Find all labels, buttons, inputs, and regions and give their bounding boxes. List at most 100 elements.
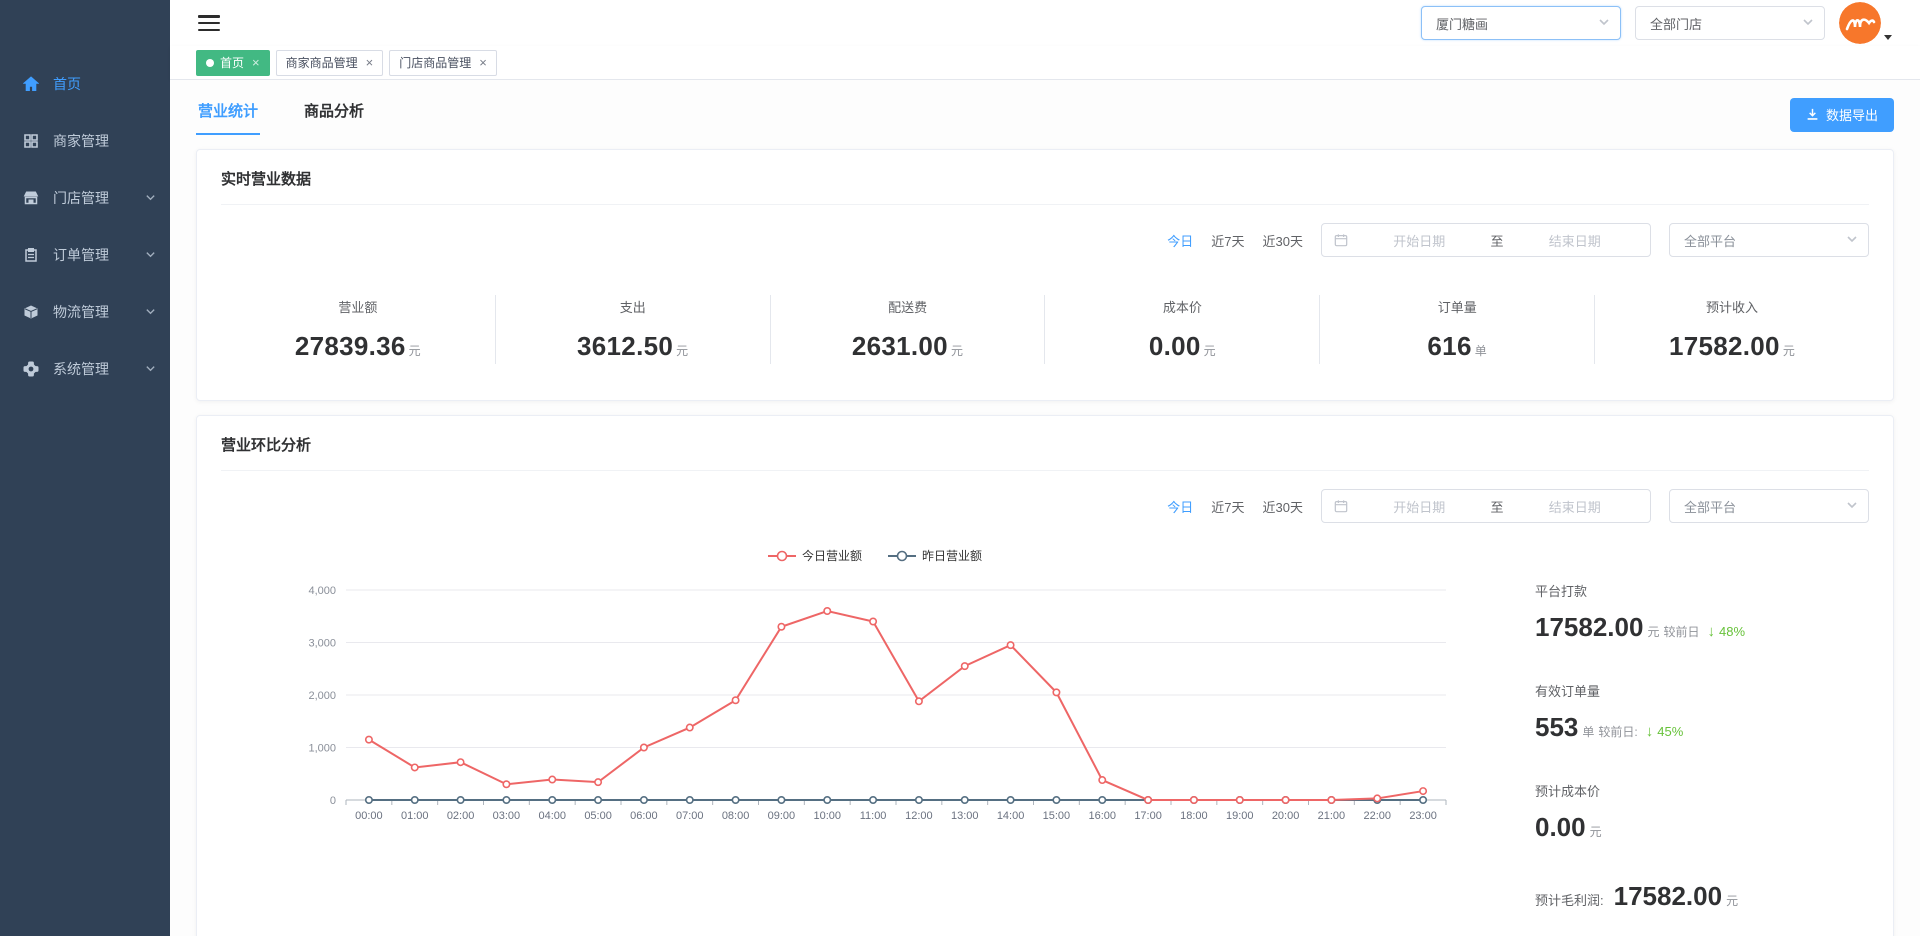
down-arrow-icon: ↓ — [1645, 723, 1654, 740]
realtime-filter-row: 今日 近7天 近30天 开始日期 至 结束日期 全部平台 — [221, 223, 1869, 257]
order-icon — [22, 247, 40, 263]
chevron-down-icon — [145, 361, 156, 377]
brand-select-value: 厦门糖画 — [1436, 16, 1489, 32]
stat-expected-income: 预计收入 17582.00 元 — [1668, 300, 1796, 361]
store-select[interactable]: 全部门店 — [1635, 6, 1825, 40]
trend-summary-panel: 平台打款 17582.00 元 较前日 ↓ 48% 有效订单量 — [1529, 523, 1869, 936]
chevron-down-icon — [145, 304, 156, 320]
svg-text:1,000: 1,000 — [308, 743, 336, 755]
user-menu[interactable] — [1839, 2, 1892, 44]
date-range-picker[interactable]: 开始日期 至 结束日期 — [1321, 489, 1651, 523]
svg-text:12:00: 12:00 — [905, 810, 933, 822]
tag-home[interactable]: 首页 × — [196, 49, 270, 76]
sidebar-item-home[interactable]: 首页 — [0, 55, 170, 112]
stat-delivery-fee: 配送费 2631.00 元 — [771, 295, 1046, 364]
chevron-down-icon — [1772, 16, 1814, 31]
sidebar-item-store[interactable]: 门店管理 — [0, 169, 170, 226]
filter-last7[interactable]: 近7天 — [1211, 499, 1245, 515]
close-icon[interactable]: × — [479, 55, 487, 70]
legend-item[interactable]: 今日营业额 — [767, 547, 862, 564]
stat-expense: 支出 3612.50 元 — [496, 295, 771, 364]
svg-text:09:00: 09:00 — [768, 810, 796, 822]
hamburger-icon[interactable] — [198, 15, 220, 31]
tagbar: 首页 × 商家商品管理 × 门店商品管理 × — [170, 46, 1920, 80]
end-date-placeholder: 结束日期 — [1548, 233, 1601, 249]
chevron-down-icon — [1816, 233, 1858, 248]
sidebar-item-label: 商家管理 — [53, 132, 109, 149]
svg-text:0: 0 — [330, 795, 336, 807]
svg-text:20:00: 20:00 — [1272, 810, 1300, 822]
filter-last30[interactable]: 近30天 — [1262, 233, 1303, 249]
svg-text:11:00: 11:00 — [860, 810, 887, 822]
sidebar: 首页 商家管理 门店管理 订单管理 — [0, 0, 170, 936]
brand-select[interactable]: 厦门糖画 — [1421, 6, 1621, 40]
tag-label: 门店商品管理 — [399, 56, 472, 70]
svg-text:21:00: 21:00 — [1318, 810, 1346, 822]
svg-text:18:00: 18:00 — [1180, 810, 1208, 822]
platform-select-value: 全部平台 — [1684, 499, 1737, 515]
chart-legend: 今日营业额 昨日营业额 — [221, 547, 1529, 564]
range-separator: 至 — [1490, 233, 1504, 249]
svg-text:23:00: 23:00 — [1409, 810, 1437, 822]
gear-icon — [22, 361, 40, 377]
main-area: 厦门糖画 全部门店 — [170, 0, 1920, 936]
data-export-button[interactable]: 数据导出 — [1789, 97, 1894, 132]
filter-last7[interactable]: 近7天 — [1211, 233, 1245, 249]
svg-text:01:00: 01:00 — [401, 810, 429, 822]
filter-last30[interactable]: 近30天 — [1262, 499, 1303, 515]
tabs-row: 营业统计 商品分析 数据导出 — [196, 94, 1894, 135]
sidebar-item-system[interactable]: 系统管理 — [0, 340, 170, 397]
caret-down-icon — [1884, 35, 1892, 40]
close-icon[interactable]: × — [365, 55, 374, 70]
svg-text:14:00: 14:00 — [997, 810, 1025, 822]
close-icon[interactable]: × — [252, 55, 260, 70]
svg-text:02:00: 02:00 — [447, 810, 475, 822]
platform-select[interactable]: 全部平台 — [1669, 223, 1869, 257]
chevron-down-icon — [1568, 16, 1610, 31]
tab-product-analysis[interactable]: 商品分析 — [304, 103, 365, 120]
topbar-controls: 厦门糖画 全部门店 — [1421, 2, 1892, 44]
svg-text:00:00: 00:00 — [355, 810, 383, 822]
summary-platform-payout: 平台打款 17582.00 元 较前日 ↓ 48% — [1535, 584, 1746, 642]
avatar — [1839, 2, 1881, 44]
trend-body: 今日营业额 昨日营业额 0 1,000 2,000 3,000 4,000 00:00 01:… — [221, 523, 1869, 936]
svg-text:19:00: 19:00 — [1226, 810, 1254, 822]
sidebar-item-order[interactable]: 订单管理 — [0, 226, 170, 283]
sidebar-item-label: 门店管理 — [53, 189, 109, 206]
chart-area: 今日营业额 昨日营业额 0 1,000 2,000 3,000 4,000 00:00 01:… — [221, 523, 1529, 845]
svg-text:17:00: 17:00 — [1134, 810, 1162, 822]
card-title: 实时营业数据 — [221, 150, 1869, 205]
tag-merchant-goods[interactable]: 商家商品管理 × — [275, 49, 384, 76]
logistics-icon — [22, 304, 40, 320]
sidebar-item-logistics[interactable]: 物流管理 — [0, 283, 170, 340]
svg-text:10:00: 10:00 — [813, 810, 841, 822]
svg-text:3,000: 3,000 — [308, 638, 336, 650]
store-select-value: 全部门店 — [1650, 16, 1703, 32]
content: 营业统计 商品分析 数据导出 实时营业数据 今日 近7天 近30天 开始日期 — [170, 80, 1920, 936]
down-arrow-icon: ↓ — [1707, 623, 1715, 640]
tab-business-stats[interactable]: 营业统计 — [196, 94, 261, 135]
filter-today[interactable]: 今日 — [1167, 233, 1194, 249]
end-date-placeholder: 结束日期 — [1548, 499, 1601, 515]
tag-label: 首页 — [220, 56, 245, 70]
tag-store-goods[interactable]: 门店商品管理 × — [389, 49, 497, 76]
svg-text:4,000: 4,000 — [308, 585, 336, 597]
svg-text:07:00: 07:00 — [676, 810, 704, 822]
stat-revenue: 营业额 27839.36 元 — [221, 295, 496, 364]
sidebar-item-label: 物流管理 — [53, 303, 109, 320]
filter-today[interactable]: 今日 — [1167, 499, 1194, 515]
platform-select-value: 全部平台 — [1684, 233, 1737, 249]
sidebar-item-label: 首页 — [53, 75, 81, 92]
summary-expected-profit: 预计毛利润: 17582.00 元 — [1535, 881, 1739, 911]
card-title: 营业环比分析 — [221, 416, 1869, 471]
svg-text:2,000: 2,000 — [308, 690, 336, 702]
chevron-down-icon — [1816, 499, 1858, 514]
start-date-placeholder: 开始日期 — [1393, 233, 1446, 249]
sidebar-item-merchant[interactable]: 商家管理 — [0, 112, 170, 169]
svg-text:05:00: 05:00 — [584, 810, 612, 822]
date-range-picker[interactable]: 开始日期 至 结束日期 — [1321, 223, 1651, 257]
chevron-down-icon — [145, 247, 156, 263]
platform-select[interactable]: 全部平台 — [1669, 489, 1869, 523]
legend-item[interactable]: 昨日营业额 — [888, 547, 982, 564]
